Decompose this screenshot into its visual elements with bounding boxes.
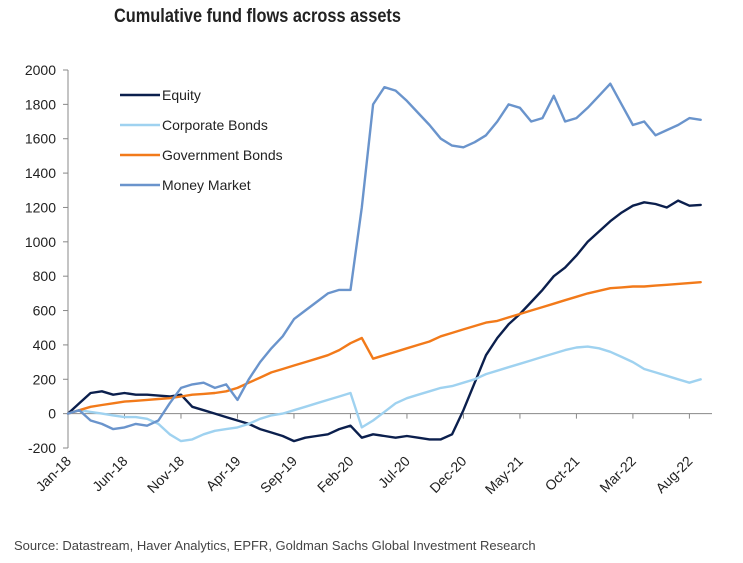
- legend-label-government-bonds: Government Bonds: [162, 147, 283, 163]
- x-tick-label: Mar-22: [596, 453, 639, 496]
- y-axis: 2000180016001400120010008006004002000-20…: [25, 62, 69, 456]
- y-tick-label: 800: [33, 268, 57, 284]
- legend-label-money-market: Money Market: [162, 177, 251, 193]
- legend-label-equity: Equity: [162, 87, 201, 103]
- legend: Equity Corporate Bonds Government Bonds Mon…: [120, 87, 283, 193]
- legend-label-corporate-bonds: Corporate Bonds: [162, 117, 268, 133]
- x-tick-label: Jul-20: [375, 453, 413, 491]
- x-tick-label: Oct-21: [542, 453, 583, 494]
- y-tick-label: 600: [33, 303, 57, 319]
- series-line-money-market: [66, 82, 702, 431]
- y-tick-label: 400: [33, 337, 57, 353]
- y-tick-label: 1600: [25, 131, 56, 147]
- y-tick-label: 200: [33, 371, 57, 387]
- x-tick-label: Feb-20: [314, 453, 357, 496]
- x-tick-label: May-21: [482, 453, 526, 497]
- series-line-equity: [66, 199, 702, 443]
- x-tick-label: Nov-18: [144, 453, 187, 496]
- x-tick-label: Jun-18: [89, 453, 131, 495]
- y-tick-label: 1200: [25, 199, 56, 215]
- y-tick-label: -200: [28, 440, 56, 456]
- series-line-corporate-bonds: [66, 345, 702, 443]
- y-tick-label: 2000: [25, 62, 56, 78]
- chart-title: Cumulative fund flows across assets: [114, 6, 401, 27]
- y-tick-label: 0: [48, 406, 56, 422]
- y-tick-label: 1800: [25, 96, 56, 112]
- x-tick-label: Apr-19: [203, 453, 244, 494]
- x-axis: Jan-18 Jun-18 Nov-18 Apr-19 Sep-19 Feb-20 Jul-…: [33, 413, 712, 497]
- x-tick-label: Sep-19: [257, 453, 300, 496]
- x-tick-label: Jan-18: [33, 453, 75, 495]
- series-line-government-bonds: [66, 281, 702, 415]
- source-note: Source: Datastream, Haver Analytics, EPF…: [14, 538, 536, 553]
- y-tick-label: 1000: [25, 234, 56, 250]
- y-tick-label: 1400: [25, 165, 56, 181]
- x-tick-label: Aug-22: [652, 453, 695, 496]
- x-tick-label: Dec-20: [426, 453, 469, 496]
- series-lines: [66, 82, 702, 443]
